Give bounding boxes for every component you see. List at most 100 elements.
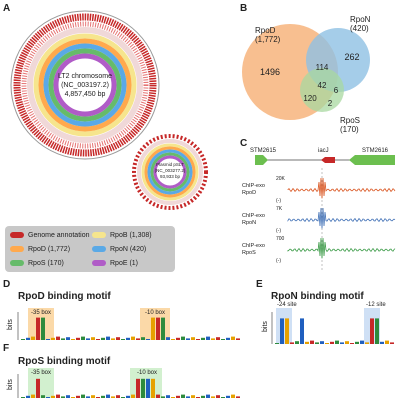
track-label: RpoN — [242, 220, 256, 226]
logo-letter — [111, 396, 115, 398]
logo-letter — [81, 336, 85, 340]
logo-letter — [196, 339, 200, 340]
logo-letter — [191, 337, 195, 340]
logo-letter — [236, 338, 240, 340]
gene-label: STM2616 — [362, 148, 389, 154]
logo-letter — [66, 395, 70, 398]
logo-letter — [121, 339, 125, 340]
logo-letter — [116, 395, 120, 398]
logo-letter — [126, 337, 130, 340]
logo-letter — [181, 394, 185, 398]
logo-letter — [36, 317, 40, 340]
track-scale: 20K — [276, 176, 286, 182]
chromosome-label: 4,857,450 bp — [65, 91, 106, 98]
logo-letter — [101, 395, 105, 398]
venn-count: 120 — [303, 94, 317, 103]
panel-label: A — [3, 3, 10, 14]
logo-letter — [285, 318, 289, 344]
logo-letter — [325, 343, 329, 344]
venn-count: 114 — [316, 63, 329, 72]
logo-letter — [201, 337, 205, 340]
legend-entry: Genome annotation — [28, 232, 90, 239]
venn-count: 2 — [328, 99, 333, 108]
venn-label: RpoD — [255, 26, 276, 35]
logo-letter — [66, 337, 70, 340]
logo-letter — [71, 339, 75, 340]
logo-letter — [126, 395, 130, 398]
logo-letter — [176, 395, 180, 398]
logo-letter — [156, 317, 160, 340]
logo-letter — [151, 378, 155, 398]
logo-letter — [146, 339, 150, 340]
logo-letter — [131, 394, 135, 398]
legend-box — [5, 226, 175, 272]
logo-letter — [350, 343, 354, 344]
legend-entry: RpoB (1,308) — [110, 232, 152, 239]
logo-letter — [385, 340, 389, 344]
logo-letter — [380, 341, 384, 344]
logo-letter — [290, 342, 294, 344]
motif-title: RpoD binding motif — [18, 291, 111, 302]
logo-letter — [131, 336, 135, 340]
logo-letter — [231, 336, 235, 340]
logo-letter — [81, 394, 85, 398]
logo-letter — [51, 337, 55, 340]
chromosome-label: (NC_003197.2) — [61, 82, 109, 89]
logo-letter — [41, 395, 45, 398]
plasmid-label: (NC_003277.2) — [155, 168, 186, 173]
logo-letter — [86, 338, 90, 340]
logo-letter — [26, 395, 30, 398]
gene-label: iacJ — [318, 148, 329, 154]
chromosome-label: LT2 chromosome — [58, 73, 112, 80]
signal-trace — [287, 207, 396, 229]
logo-letter — [96, 397, 100, 398]
legend-entry: RpoD (1,772) — [28, 246, 70, 253]
venn-count: 42 — [318, 81, 327, 90]
box-label: -24 site — [277, 302, 297, 308]
gene-arrow — [255, 155, 268, 165]
venn-label: RpoS — [340, 116, 360, 125]
axis-label: bits — [262, 321, 269, 332]
track-label: ChIP-exo — [242, 243, 265, 249]
logo-letter — [51, 395, 55, 398]
logo-letter — [106, 336, 110, 340]
logo-letter — [71, 397, 75, 398]
logo-letter — [46, 339, 50, 340]
box-highlight — [28, 368, 54, 398]
logo-letter — [76, 337, 80, 340]
logo-letter — [166, 337, 170, 340]
logo-letter — [151, 317, 155, 340]
axis-label: bits — [7, 319, 14, 330]
logo-letter — [300, 318, 304, 344]
track-label: ChIP-exo — [242, 183, 265, 189]
logo-letter — [141, 337, 145, 340]
logo-letter — [206, 394, 210, 398]
logo-letter — [236, 396, 240, 398]
logo-letter — [390, 342, 394, 344]
plasmid-label: Plasmid pSLT — [156, 162, 184, 167]
track-scale: (-) — [276, 198, 281, 204]
logo-letter — [360, 340, 364, 344]
panel-label: D — [3, 279, 10, 290]
logo-letter — [211, 396, 215, 398]
logo-letter — [181, 336, 185, 340]
gene-label: STM2615 — [250, 148, 277, 154]
logo-letter — [375, 318, 379, 344]
legend-entry: RpoS (170) — [28, 260, 64, 267]
logo-letter — [340, 342, 344, 344]
motif-title: RpoS binding motif — [18, 356, 111, 367]
panel-label: C — [240, 138, 247, 149]
logo-letter — [176, 337, 180, 340]
panel-label: F — [3, 343, 9, 354]
track-label: RpoD — [242, 190, 256, 196]
signal-trace — [287, 177, 396, 199]
box-label: -35 box — [31, 310, 51, 316]
venn-count: 262 — [344, 52, 359, 62]
legend-swatch — [10, 246, 24, 252]
track-scale: (-) — [276, 228, 281, 234]
logo-letter — [221, 397, 225, 398]
logo-letter — [191, 395, 195, 398]
logo-letter — [76, 395, 80, 398]
venn-count: 6 — [334, 86, 339, 95]
logo-letter — [61, 396, 65, 398]
